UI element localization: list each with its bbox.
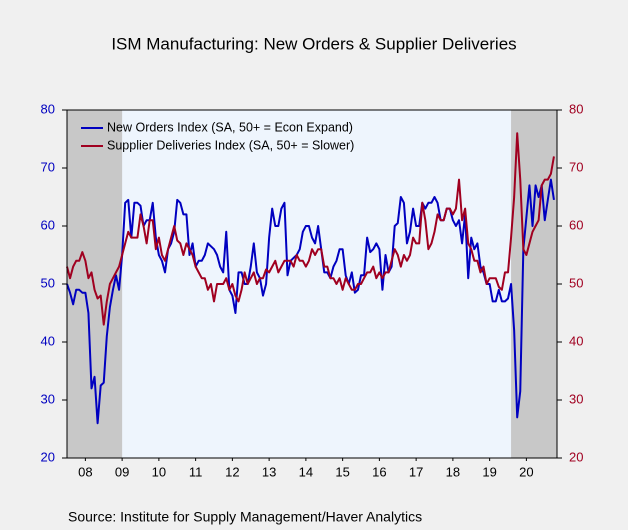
chart-title: ISM Manufacturing: New Orders & Supplier… [111,34,516,53]
series-line [66,178,555,425]
x-tick-label: 17 [409,464,423,479]
y2-tick-label: 80 [569,101,583,116]
y-tick-label: 50 [41,275,55,290]
x-tick-label: 18 [446,464,460,479]
y2-tick-label: 50 [569,275,583,290]
x-tick-label: 20 [519,464,533,479]
x-tick-label: 12 [225,464,239,479]
y2-tick-label: 70 [569,159,583,174]
y-tick-label: 80 [41,101,55,116]
y-tick-label: 70 [41,159,55,174]
x-tick-label: 13 [262,464,276,479]
series-line [66,132,555,326]
recession-band [67,110,123,458]
y2-tick-label: 40 [569,333,583,348]
plot-area [67,110,557,458]
y-tick-label: 20 [41,449,55,464]
y-tick-label: 60 [41,217,55,232]
x-tick-label: 08 [78,464,92,479]
y-tick-label: 30 [41,391,55,406]
x-tick-label: 11 [189,464,203,479]
x-tick-label: 16 [372,464,386,479]
y2-tick-label: 60 [569,217,583,232]
legend-label: Supplier Deliveries Index (SA, 50+ = Slo… [107,138,354,152]
y2-tick-label: 30 [569,391,583,406]
x-tick-label: 19 [482,464,496,479]
x-tick-label: 09 [115,464,129,479]
x-tick-label: 15 [335,464,349,479]
x-tick-label: 14 [299,464,313,479]
plot-frame [66,109,558,459]
y2-tick-label: 20 [569,449,583,464]
legend-label: New Orders Index (SA, 50+ = Econ Expand) [107,120,353,134]
source: Source: Institute for Supply Management/… [68,509,422,525]
x-tick-label: 10 [152,464,166,479]
y-tick-label: 40 [41,333,55,348]
